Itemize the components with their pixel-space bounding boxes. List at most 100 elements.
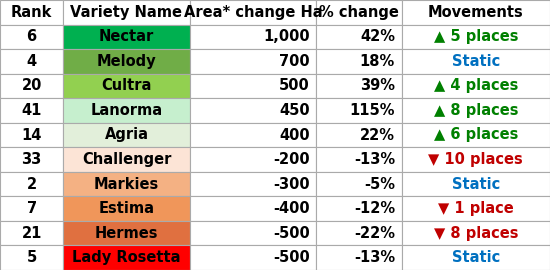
Bar	[402, 147, 550, 172]
Bar	[63, 25, 190, 49]
Text: Cultra: Cultra	[101, 78, 152, 93]
Bar	[0, 221, 63, 245]
Bar	[0, 147, 63, 172]
Bar	[63, 172, 190, 196]
Text: 39%: 39%	[360, 78, 395, 93]
Text: Estima: Estima	[98, 201, 155, 216]
Bar	[316, 25, 402, 49]
Bar	[63, 49, 190, 74]
Text: ▲ 6 places: ▲ 6 places	[433, 127, 518, 143]
Bar	[190, 123, 316, 147]
Text: Lady Rosetta: Lady Rosetta	[72, 250, 181, 265]
Text: 14: 14	[21, 127, 42, 143]
Text: Nectar: Nectar	[99, 29, 154, 44]
Text: 41: 41	[21, 103, 42, 118]
Text: Movements: Movements	[428, 5, 524, 20]
Bar	[402, 25, 550, 49]
Bar	[0, 25, 63, 49]
Text: 6: 6	[26, 29, 37, 44]
Bar	[316, 0, 402, 25]
Bar	[0, 196, 63, 221]
Bar	[190, 172, 316, 196]
Text: 700: 700	[279, 54, 310, 69]
Text: 115%: 115%	[349, 103, 395, 118]
Bar	[63, 123, 190, 147]
Bar	[190, 245, 316, 270]
Bar	[190, 98, 316, 123]
Text: Agria: Agria	[104, 127, 148, 143]
Bar	[0, 123, 63, 147]
Bar	[402, 98, 550, 123]
Text: Melody: Melody	[97, 54, 156, 69]
Text: Static: Static	[452, 177, 500, 192]
Bar	[402, 196, 550, 221]
Bar	[316, 196, 402, 221]
Text: -300: -300	[273, 177, 310, 192]
Bar	[0, 74, 63, 98]
Bar	[316, 172, 402, 196]
Text: 400: 400	[279, 127, 310, 143]
Bar	[63, 196, 190, 221]
Text: 2: 2	[26, 177, 37, 192]
Bar	[402, 221, 550, 245]
Text: Lanorma: Lanorma	[90, 103, 163, 118]
Bar	[0, 49, 63, 74]
Text: 33: 33	[21, 152, 42, 167]
Bar	[316, 221, 402, 245]
Text: Rank: Rank	[11, 5, 52, 20]
Bar	[316, 98, 402, 123]
Text: 18%: 18%	[360, 54, 395, 69]
Text: ▼ 10 places: ▼ 10 places	[428, 152, 523, 167]
Text: Variety Name: Variety Name	[70, 5, 183, 20]
Bar	[63, 245, 190, 270]
Text: ▲ 8 places: ▲ 8 places	[433, 103, 518, 118]
Text: 42%: 42%	[360, 29, 395, 44]
Text: -12%: -12%	[354, 201, 395, 216]
Bar	[402, 0, 550, 25]
Bar	[402, 245, 550, 270]
Bar	[63, 74, 190, 98]
Text: Static: Static	[452, 250, 500, 265]
Text: -13%: -13%	[354, 250, 395, 265]
Text: 500: 500	[279, 78, 310, 93]
Bar	[190, 147, 316, 172]
Bar	[402, 74, 550, 98]
Text: 450: 450	[279, 103, 310, 118]
Bar	[316, 49, 402, 74]
Bar	[0, 245, 63, 270]
Text: -22%: -22%	[354, 226, 395, 241]
Text: ▼ 1 place: ▼ 1 place	[438, 201, 514, 216]
Text: ▼ 8 places: ▼ 8 places	[433, 226, 518, 241]
Bar	[402, 49, 550, 74]
Text: 4: 4	[26, 54, 37, 69]
Text: ▲ 4 places: ▲ 4 places	[433, 78, 518, 93]
Text: Markies: Markies	[94, 177, 159, 192]
Text: 21: 21	[21, 226, 42, 241]
Text: ▲ 5 places: ▲ 5 places	[433, 29, 518, 44]
Text: Hermes: Hermes	[95, 226, 158, 241]
Bar	[190, 25, 316, 49]
Bar	[316, 147, 402, 172]
Text: -13%: -13%	[354, 152, 395, 167]
Bar	[190, 196, 316, 221]
Text: 7: 7	[26, 201, 37, 216]
Text: 20: 20	[21, 78, 42, 93]
Bar	[0, 172, 63, 196]
Text: Area* change Ha: Area* change Ha	[184, 5, 322, 20]
Bar	[316, 123, 402, 147]
Bar	[190, 74, 316, 98]
Bar	[402, 172, 550, 196]
Bar	[402, 123, 550, 147]
Text: -400: -400	[273, 201, 310, 216]
Bar	[190, 221, 316, 245]
Bar	[0, 98, 63, 123]
Bar	[63, 221, 190, 245]
Text: % change: % change	[319, 5, 399, 20]
Bar	[190, 49, 316, 74]
Text: Static: Static	[452, 54, 500, 69]
Bar	[63, 147, 190, 172]
Text: 1,000: 1,000	[263, 29, 310, 44]
Text: Challenger: Challenger	[82, 152, 171, 167]
Text: -5%: -5%	[364, 177, 395, 192]
Text: 5: 5	[26, 250, 37, 265]
